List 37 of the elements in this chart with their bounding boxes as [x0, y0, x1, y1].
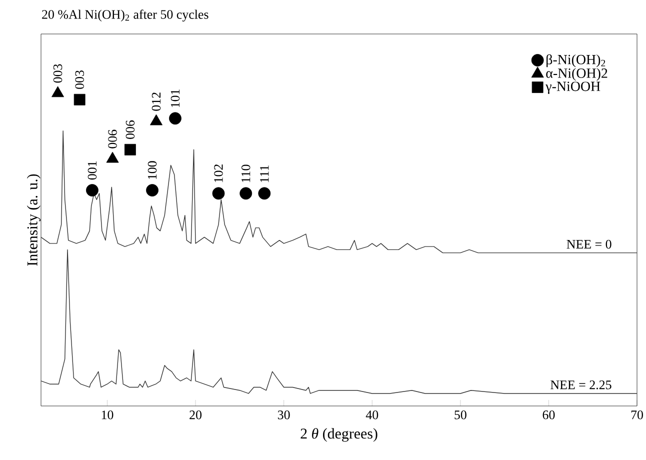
- point: [146, 184, 158, 196]
- x-tick-label: 30: [278, 410, 290, 420]
- point: [106, 152, 119, 163]
- x-tick-label: 60: [542, 410, 555, 420]
- point: [74, 94, 86, 106]
- series-label: NEE = 0: [566, 240, 612, 249]
- point: [258, 187, 271, 200]
- chart-title: 20 %Al Ni(OH)$_{2}$ after 50 cycles: [42, 10, 208, 22]
- legend-label: β-Ni(OH)$_{2}$: [546, 54, 606, 68]
- x-tick-label: 40: [366, 410, 378, 420]
- annotation: 001: [88, 161, 97, 180]
- point: [150, 114, 162, 126]
- x-axis-title: 2 θ (degrees): [300, 428, 378, 442]
- annotation: 100: [148, 161, 157, 179]
- point: [52, 86, 64, 98]
- y-axis-title: Intensity (a. u.): [26, 174, 40, 266]
- x-tick-label: 10: [102, 410, 114, 420]
- annotation: 012: [152, 92, 161, 111]
- x-tick-label: 70: [631, 410, 643, 420]
- annotation: 102: [214, 164, 223, 182]
- legend-label: α-Ni(OH)2: [546, 68, 608, 81]
- point: [86, 184, 98, 196]
- annotation: 006: [108, 130, 117, 148]
- point: [169, 112, 182, 125]
- annotation: 003: [53, 64, 62, 83]
- x-tick-label: 20: [190, 410, 202, 420]
- point: [124, 144, 136, 156]
- annotation: 110: [241, 164, 250, 182]
- annotation: 003: [75, 70, 84, 89]
- series-label: NEE = 2.25: [550, 380, 612, 390]
- legend-label: γ-NiOOH: [546, 82, 600, 94]
- x-tick-label: 50: [454, 410, 466, 420]
- point: [240, 187, 252, 200]
- point: [212, 187, 225, 200]
- annotation: 101: [170, 90, 180, 108]
- annotation: 111: [260, 166, 269, 182]
- annotation: 006: [126, 120, 135, 139]
